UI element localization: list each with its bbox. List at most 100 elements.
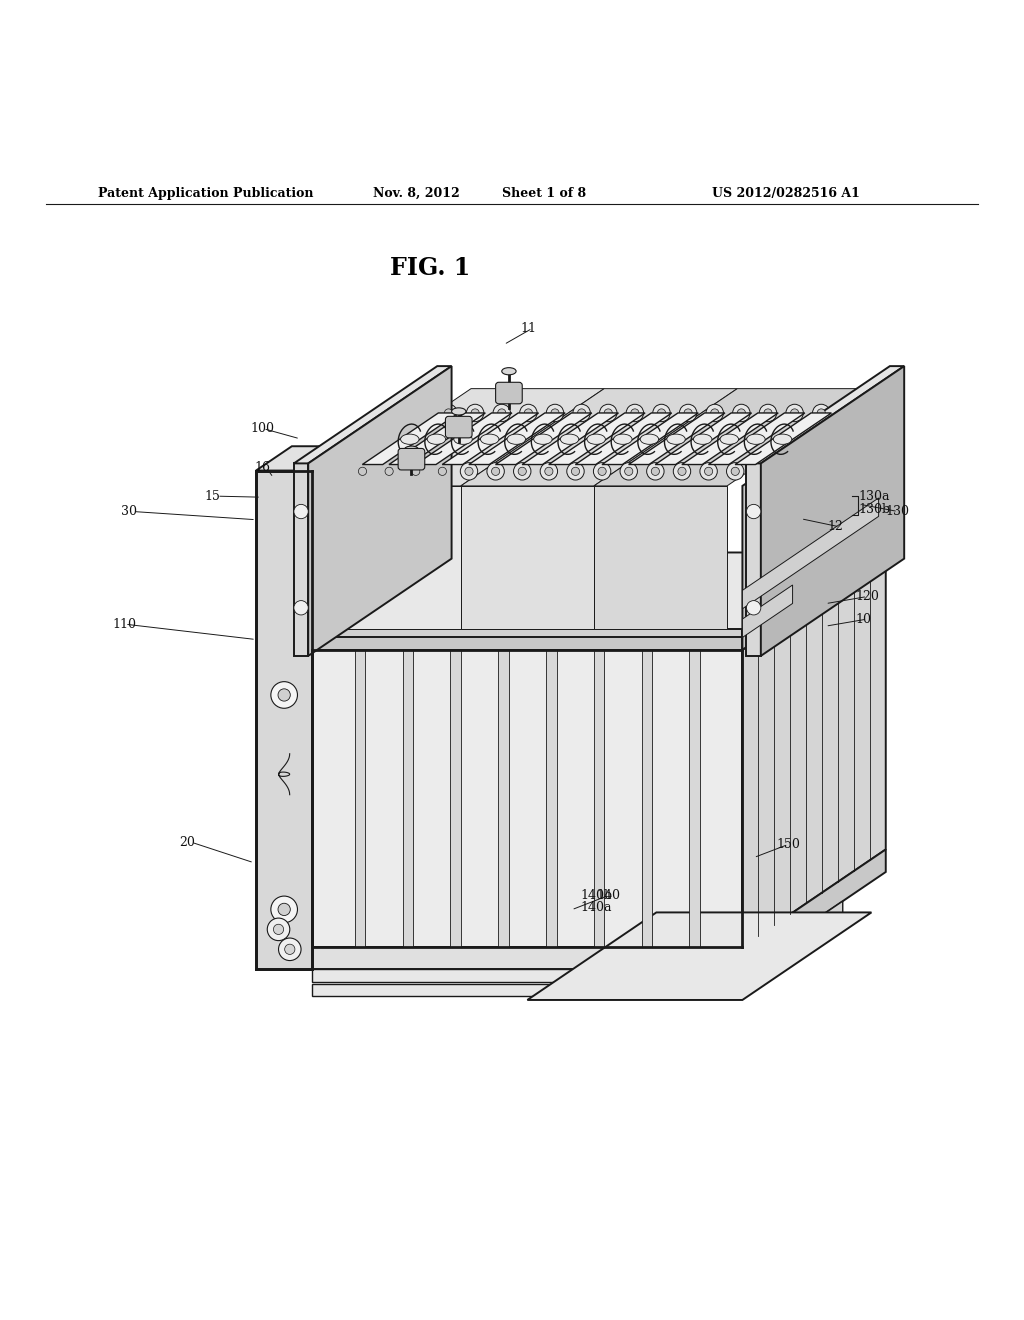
Circle shape	[598, 467, 606, 475]
Circle shape	[746, 601, 761, 615]
Polygon shape	[496, 413, 592, 465]
Text: 140b: 140b	[581, 890, 612, 902]
Ellipse shape	[667, 434, 685, 445]
Polygon shape	[746, 463, 761, 656]
Polygon shape	[522, 413, 618, 465]
Polygon shape	[682, 413, 778, 465]
Polygon shape	[451, 649, 461, 946]
Circle shape	[434, 462, 452, 480]
Text: 130: 130	[886, 506, 909, 517]
Circle shape	[381, 462, 397, 480]
Text: FIG. 1: FIG. 1	[390, 256, 470, 280]
Polygon shape	[312, 630, 742, 649]
Polygon shape	[461, 486, 594, 630]
Circle shape	[573, 404, 590, 421]
Circle shape	[514, 462, 530, 480]
Circle shape	[600, 404, 616, 421]
Circle shape	[444, 409, 453, 417]
Circle shape	[279, 939, 301, 961]
Text: 12: 12	[827, 520, 844, 533]
Polygon shape	[742, 585, 793, 638]
Polygon shape	[499, 649, 509, 946]
Circle shape	[651, 467, 659, 475]
Circle shape	[674, 462, 691, 480]
Polygon shape	[742, 902, 843, 982]
Circle shape	[653, 404, 670, 421]
Polygon shape	[742, 498, 879, 609]
Polygon shape	[312, 969, 742, 982]
Ellipse shape	[587, 434, 605, 445]
Circle shape	[461, 462, 477, 480]
Ellipse shape	[404, 446, 419, 453]
Circle shape	[285, 944, 295, 954]
Circle shape	[471, 409, 479, 417]
Circle shape	[492, 467, 500, 475]
Polygon shape	[742, 850, 886, 969]
Polygon shape	[312, 946, 742, 969]
Circle shape	[267, 919, 290, 941]
Polygon shape	[461, 388, 737, 486]
Ellipse shape	[507, 434, 525, 445]
Circle shape	[760, 404, 776, 421]
Polygon shape	[594, 388, 870, 486]
Polygon shape	[389, 413, 485, 465]
Circle shape	[737, 409, 745, 417]
Circle shape	[707, 404, 723, 421]
Circle shape	[440, 404, 458, 421]
Circle shape	[817, 409, 825, 417]
Circle shape	[279, 903, 291, 916]
Polygon shape	[256, 446, 348, 470]
Circle shape	[791, 409, 799, 417]
Circle shape	[647, 462, 665, 480]
Circle shape	[385, 467, 393, 475]
Polygon shape	[746, 366, 904, 463]
Polygon shape	[546, 649, 556, 946]
Polygon shape	[312, 983, 742, 995]
Polygon shape	[308, 366, 452, 656]
Ellipse shape	[400, 434, 419, 445]
Circle shape	[524, 409, 532, 417]
Circle shape	[279, 689, 291, 701]
Circle shape	[746, 504, 761, 519]
Polygon shape	[575, 413, 672, 465]
Polygon shape	[742, 553, 886, 946]
Text: 11: 11	[520, 322, 537, 335]
Circle shape	[571, 467, 580, 475]
Circle shape	[678, 467, 686, 475]
Polygon shape	[689, 649, 699, 946]
Circle shape	[813, 404, 829, 421]
Circle shape	[631, 409, 639, 417]
Polygon shape	[709, 413, 805, 465]
Text: 100: 100	[251, 422, 274, 436]
Ellipse shape	[534, 434, 552, 445]
Circle shape	[551, 409, 559, 417]
Text: 20: 20	[179, 836, 196, 849]
Circle shape	[354, 462, 372, 480]
Text: 150: 150	[776, 838, 800, 851]
Ellipse shape	[427, 434, 445, 445]
Circle shape	[466, 404, 483, 421]
Circle shape	[294, 504, 308, 519]
Circle shape	[657, 409, 666, 417]
Circle shape	[358, 467, 367, 475]
Circle shape	[294, 601, 308, 615]
Circle shape	[786, 404, 803, 421]
Ellipse shape	[720, 434, 738, 445]
Circle shape	[731, 467, 739, 475]
Ellipse shape	[480, 434, 499, 445]
Circle shape	[684, 409, 692, 417]
Circle shape	[494, 404, 510, 421]
Ellipse shape	[613, 434, 632, 445]
Polygon shape	[549, 413, 645, 465]
Polygon shape	[256, 470, 312, 969]
Polygon shape	[294, 463, 308, 656]
Polygon shape	[735, 413, 831, 465]
Circle shape	[498, 409, 506, 417]
Text: Nov. 8, 2012: Nov. 8, 2012	[373, 187, 460, 199]
Polygon shape	[642, 649, 652, 946]
Polygon shape	[594, 649, 604, 946]
Circle shape	[764, 409, 772, 417]
Polygon shape	[655, 413, 752, 465]
Polygon shape	[328, 388, 604, 486]
Circle shape	[465, 467, 473, 475]
